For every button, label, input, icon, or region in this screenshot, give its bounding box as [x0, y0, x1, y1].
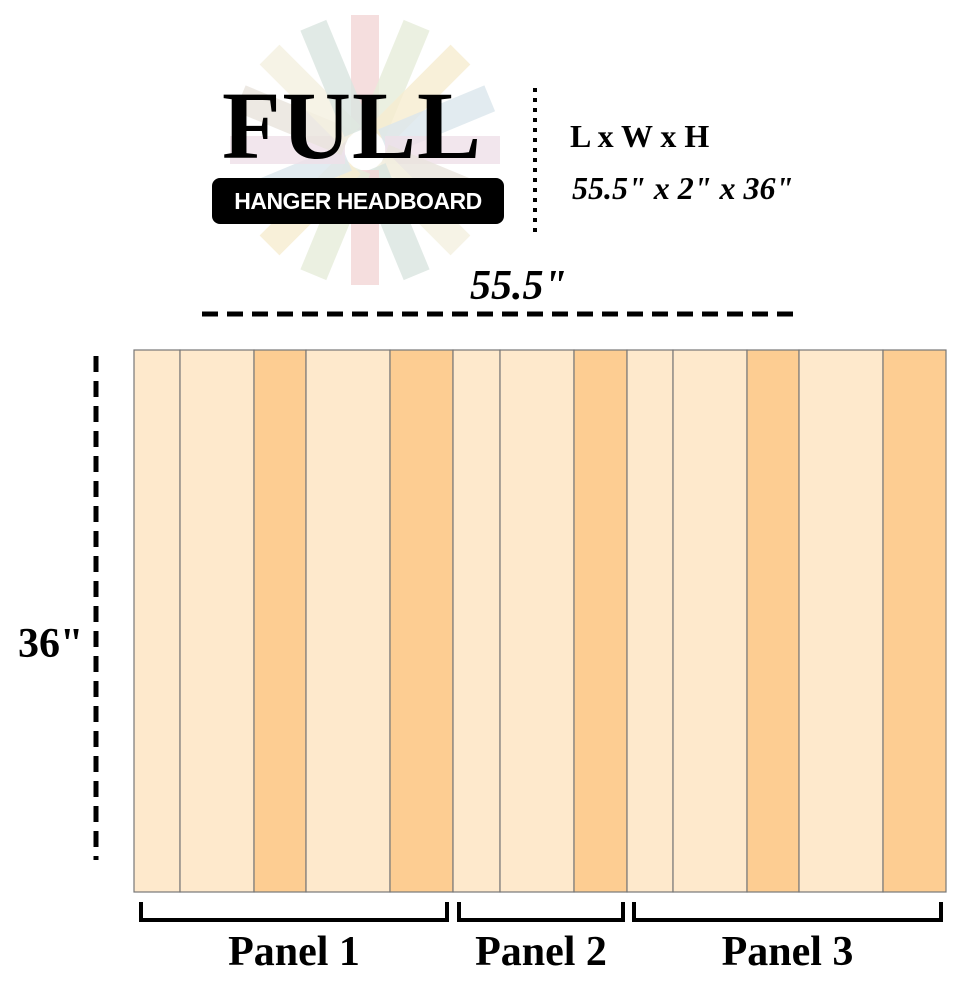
- panel-2-bracket: [457, 902, 625, 922]
- panel-3-board-4: [798, 349, 884, 893]
- panel-3-bracket: [632, 902, 943, 922]
- panel-1-board-3: [253, 349, 307, 893]
- panel-3-board-2: [672, 349, 748, 893]
- panel-3-board-1: [626, 349, 674, 893]
- panel-2-board-1: [452, 349, 501, 893]
- panel-1-board-1: [133, 349, 181, 893]
- height-label: 36": [18, 621, 84, 667]
- panel-2-label: Panel 2: [475, 929, 607, 975]
- logo-burst-plank: [259, 44, 361, 146]
- panel-1-bracket: [139, 902, 449, 922]
- logo-burst-plank: [359, 19, 430, 137]
- panel-1-board-2: [179, 349, 255, 893]
- dimensions-header: L x W x H: [570, 118, 710, 154]
- logo-title: FULL: [222, 72, 483, 179]
- logo-subtitle-badge: HANGER HEADBOARD: [212, 178, 504, 224]
- dimensions-values: 55.5" x 2" x 36": [572, 170, 794, 206]
- logo-burst-plank: [300, 19, 371, 137]
- panel-3-board-5: [882, 349, 947, 893]
- headboard-boards: [133, 349, 947, 893]
- logo-burst-plank: [369, 44, 471, 146]
- panel-3-label: Panel 3: [721, 929, 854, 975]
- panel-2-board-2: [499, 349, 575, 893]
- panel-3-board-3: [746, 349, 800, 893]
- panel-brackets: [139, 902, 943, 922]
- panel-1-board-5: [389, 349, 454, 893]
- width-label: 55.5": [470, 263, 567, 309]
- panel-1-label: Panel 1: [228, 929, 360, 975]
- logo-burst-plank: [234, 85, 352, 156]
- panel-1-board-4: [305, 349, 391, 893]
- panel-2-board-3: [573, 349, 628, 893]
